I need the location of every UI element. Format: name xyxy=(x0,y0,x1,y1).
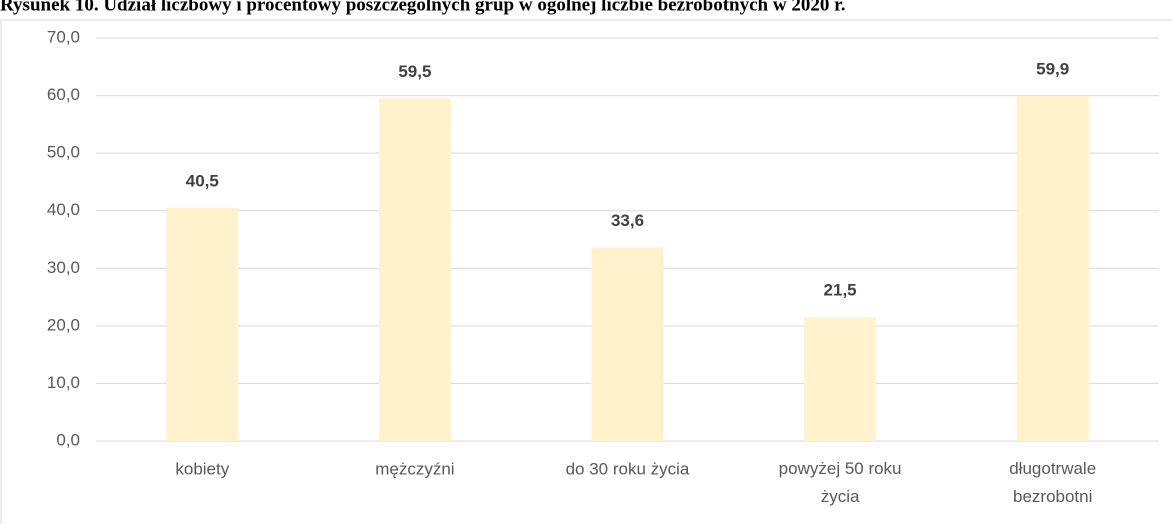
bar xyxy=(804,317,877,441)
bar xyxy=(1016,96,1089,441)
y-tick-label: 20,0 xyxy=(47,315,80,334)
chart-title: Rysunek 10. Udział liczbowy i procentowy… xyxy=(0,0,846,15)
data-label: 59,5 xyxy=(398,62,431,81)
chart-frame xyxy=(0,19,1172,524)
x-tick-label: do 30 roku życia xyxy=(566,459,690,478)
data-label: 59,9 xyxy=(1036,60,1069,79)
data-label: 33,6 xyxy=(611,211,644,230)
x-tick-label: długotrwale bezrobotni xyxy=(1009,459,1096,506)
y-tick-label: 0,0 xyxy=(56,430,80,449)
y-tick-label: 30,0 xyxy=(47,258,80,277)
y-tick-label: 50,0 xyxy=(47,143,80,162)
y-tick-label: 10,0 xyxy=(47,373,80,392)
x-tick-label: kobiety xyxy=(175,459,229,478)
data-label: 40,5 xyxy=(186,171,219,190)
y-tick-label: 60,0 xyxy=(47,85,80,104)
bar xyxy=(378,98,451,441)
y-tick-label: 40,0 xyxy=(47,200,80,219)
x-tick-label: mężczyźni xyxy=(375,459,454,478)
data-label: 21,5 xyxy=(824,281,857,300)
x-tick-label: powyżej 50 roku życia xyxy=(779,459,902,506)
bar xyxy=(591,247,664,441)
bar xyxy=(166,207,239,441)
y-tick-label: 70,0 xyxy=(47,27,80,46)
